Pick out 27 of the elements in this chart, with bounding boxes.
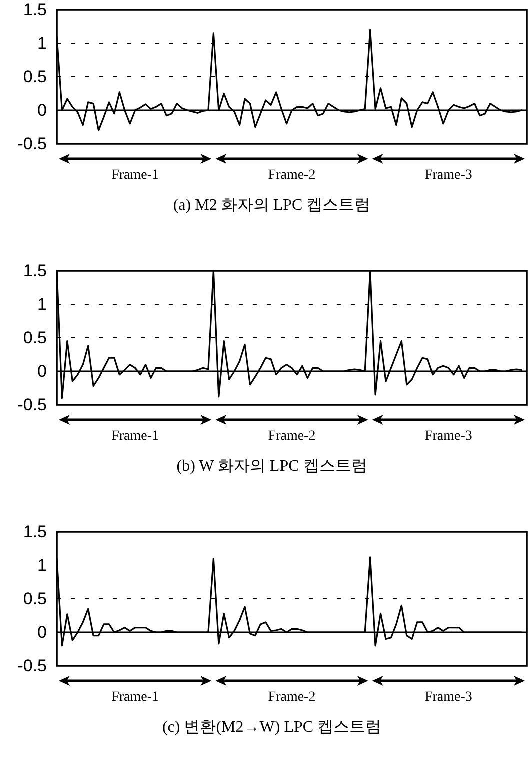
y-tick-label: -0.5 xyxy=(18,396,47,414)
text: Frame-1 xyxy=(112,690,160,705)
y-tick-label: 1 xyxy=(38,295,47,314)
text: Frame-3 xyxy=(424,429,472,444)
y-tick-label: 1 xyxy=(38,34,47,53)
text: Frame-3 xyxy=(424,690,472,705)
text: Frame-2 xyxy=(268,429,316,444)
y-tick-label: 0 xyxy=(38,362,47,381)
text: (a) M2 화자의 LPC 켑스트럼 xyxy=(173,197,371,214)
text: Frame-1 xyxy=(112,429,160,444)
y-tick-label: 0.5 xyxy=(23,590,47,608)
text: Frame-1 xyxy=(112,168,160,183)
text: Frame-2 xyxy=(268,168,316,183)
y-tick-label: 1.5 xyxy=(23,522,47,542)
y-tick-label: 0 xyxy=(38,101,47,120)
text: Frame-2 xyxy=(268,690,316,705)
y-tick-label: -0.5 xyxy=(18,134,47,154)
y-tick-label: 0 xyxy=(38,623,47,642)
text: (c) 변환(M2→W) LPC 켑스트럼 xyxy=(162,719,382,736)
y-tick-label: 1 xyxy=(38,556,47,575)
y-tick-label: 0.5 xyxy=(23,68,47,86)
text: Frame-3 xyxy=(424,168,472,183)
y-tick-label: 1.5 xyxy=(23,0,47,20)
y-tick-label: 0.5 xyxy=(23,328,47,348)
text: (b) W 화자의 LPC 켑스트럼 xyxy=(176,458,368,475)
y-tick-label: 1.5 xyxy=(23,262,47,280)
y-tick-label: -0.5 xyxy=(18,656,47,676)
